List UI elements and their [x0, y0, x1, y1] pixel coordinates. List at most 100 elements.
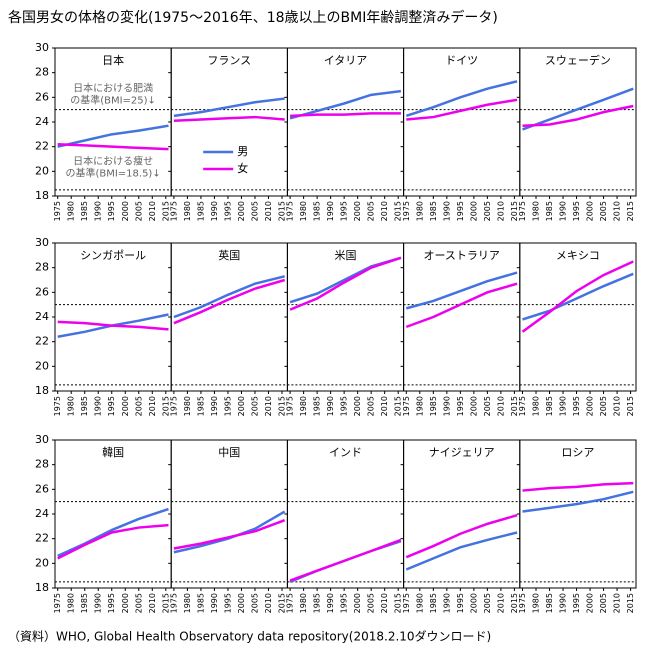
- x-tick-label: 1980: [532, 593, 541, 613]
- x-tick-label: 1995: [107, 201, 116, 221]
- series-line: [522, 490, 634, 513]
- x-tick-label: 1985: [429, 201, 438, 221]
- x-tick-label: 1985: [196, 396, 205, 416]
- y-tick-label: 26: [35, 482, 49, 495]
- series-line: [57, 320, 169, 331]
- annotation: の基準(BMI=18.5)↓: [65, 166, 160, 179]
- x-tick-label: 2000: [121, 593, 130, 613]
- panel-frame: [286, 242, 405, 392]
- panel-title: 韓国: [102, 446, 124, 459]
- x-tick-label: 2005: [367, 593, 376, 613]
- panel-frame: [519, 439, 637, 589]
- panel-title: インド: [329, 446, 362, 459]
- panel-title: 日本: [102, 53, 124, 67]
- panel-frame: [403, 242, 521, 392]
- x-tick-label: 1980: [299, 201, 308, 221]
- x-tick-label: 2015: [394, 593, 403, 613]
- x-tick-label: 1975: [286, 396, 295, 416]
- x-tick-label: 1995: [340, 201, 349, 221]
- panel-title: フランス: [207, 54, 251, 67]
- x-tick-label: 1980: [67, 593, 76, 613]
- x-tick-label: 2015: [277, 201, 286, 221]
- x-tick-label: 1995: [456, 201, 465, 221]
- y-tick-label: 28: [35, 458, 49, 471]
- x-tick-label: 1995: [107, 593, 116, 613]
- x-tick-label: 1975: [518, 201, 527, 221]
- x-tick-label: 1975: [53, 593, 62, 613]
- y-tick-label: 20: [35, 556, 49, 569]
- panel-frame: [519, 47, 637, 197]
- x-tick-label: 1980: [415, 593, 424, 613]
- x-tick-label: 2000: [586, 593, 595, 613]
- x-tick-label: 1980: [532, 201, 541, 221]
- panel-frame: [170, 47, 288, 197]
- x-tick-label: 2010: [613, 396, 622, 416]
- panel-title: 英国: [218, 248, 240, 262]
- series-line: [173, 115, 285, 123]
- x-tick-label: 1985: [313, 396, 322, 416]
- x-tick-label: 1995: [572, 396, 581, 416]
- x-tick-label: 1990: [94, 396, 103, 416]
- x-tick-label: 1995: [572, 593, 581, 613]
- y-tick-label: 22: [35, 335, 49, 348]
- x-tick-label: 1980: [183, 201, 192, 221]
- x-tick-label: 2015: [626, 396, 635, 416]
- x-tick-label: 2000: [121, 396, 130, 416]
- x-tick-label: 2010: [148, 201, 157, 221]
- series-line: [290, 112, 401, 118]
- series-line: [405, 80, 518, 118]
- x-tick-label: 2015: [510, 396, 519, 416]
- x-tick-label: 2010: [380, 201, 389, 221]
- x-tick-label: 2010: [148, 396, 157, 416]
- x-tick-label: 1985: [80, 201, 89, 221]
- series-line: [173, 278, 286, 325]
- x-tick-label: 1990: [442, 593, 451, 613]
- x-tick-label: 1975: [286, 201, 295, 221]
- page-title: 各国男女の体格の変化(1975〜2016年、18歳以上のBMI年齢調整済みデータ…: [8, 9, 498, 26]
- x-tick-label: 1995: [340, 396, 349, 416]
- y-tick-label: 26: [35, 90, 49, 103]
- x-tick-label: 2010: [496, 201, 505, 221]
- panel-title: ロシア: [561, 446, 594, 459]
- x-tick-label: 2015: [626, 593, 635, 613]
- x-tick-label: 1980: [67, 396, 76, 416]
- y-tick-label: 30: [35, 41, 49, 54]
- y-tick-label: 18: [35, 384, 49, 397]
- panel-frame: [286, 439, 405, 589]
- x-tick-label: 2010: [264, 593, 273, 613]
- x-tick-label: 1985: [313, 593, 322, 613]
- y-tick-label: 22: [35, 532, 49, 545]
- x-tick-label: 2000: [586, 396, 595, 416]
- panel-title: オーストラリア: [423, 249, 499, 262]
- y-tick-label: 28: [35, 261, 49, 274]
- x-tick-label: 1995: [107, 396, 116, 416]
- x-tick-label: 1975: [169, 593, 178, 613]
- x-tick-label: 2010: [613, 201, 622, 221]
- y-tick-label: 20: [35, 359, 49, 372]
- x-tick-label: 2005: [367, 201, 376, 221]
- y-tick-label: 18: [35, 581, 49, 594]
- x-tick-label: 2000: [353, 396, 362, 416]
- x-tick-label: 2005: [599, 396, 608, 416]
- panel-title: イタリア: [324, 54, 368, 67]
- x-tick-label: 2000: [586, 201, 595, 221]
- x-tick-label: 1985: [429, 593, 438, 613]
- x-tick-label: 1985: [80, 593, 89, 613]
- x-tick-label: 2010: [613, 593, 622, 613]
- x-tick-label: 1990: [94, 201, 103, 221]
- series-line: [405, 514, 518, 559]
- panel-title: 中国: [218, 446, 240, 459]
- series-line: [522, 87, 634, 131]
- legend-label: 女: [237, 161, 248, 175]
- series-line: [173, 97, 285, 118]
- x-tick-label: 1980: [415, 201, 424, 221]
- x-tick-label: 1985: [196, 593, 205, 613]
- panel-title: 米国: [335, 249, 357, 262]
- x-tick-label: 1980: [67, 201, 76, 221]
- x-tick-label: 2000: [121, 201, 130, 221]
- x-tick-label: 1975: [53, 396, 62, 416]
- series-line: [289, 256, 402, 311]
- x-tick-label: 2000: [469, 396, 478, 416]
- x-tick-label: 2015: [510, 201, 519, 221]
